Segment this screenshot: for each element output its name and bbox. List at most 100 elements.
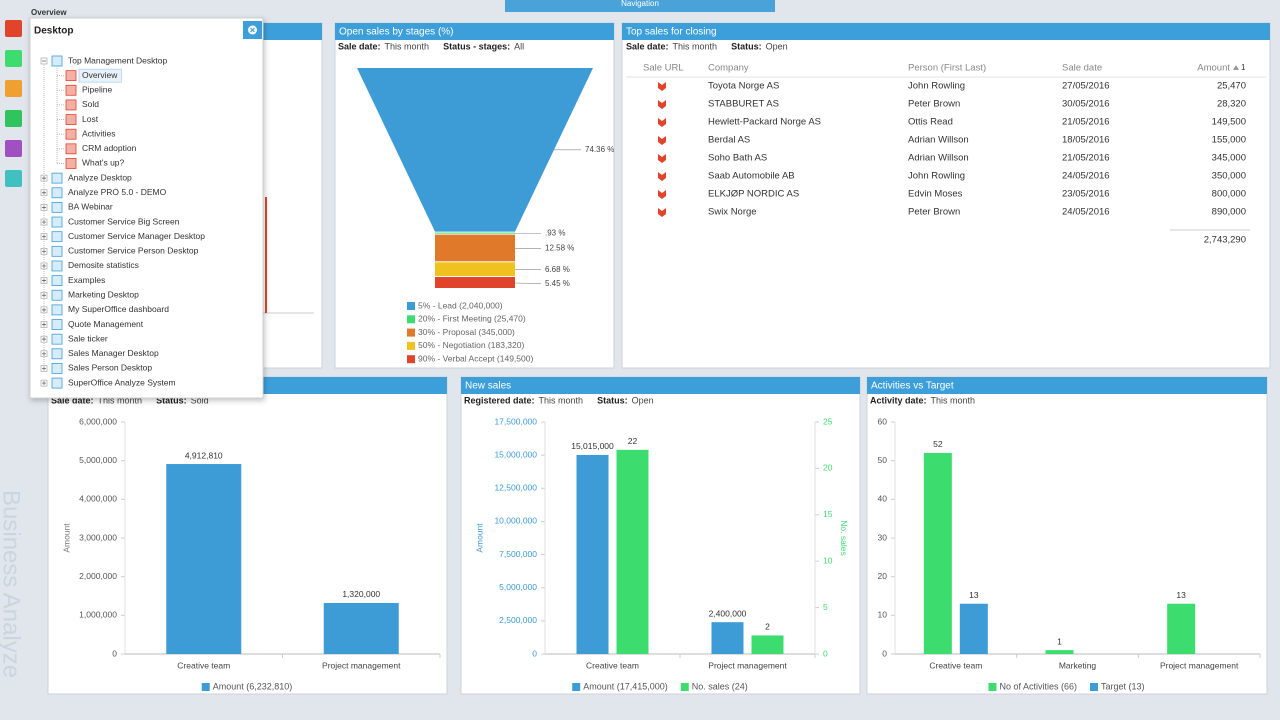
legend-label[interactable]: 50% - Negotiation (183,320) <box>418 340 524 350</box>
expander-sign[interactable] <box>42 366 46 371</box>
legend-swatch[interactable] <box>407 302 415 310</box>
tree-item[interactable]: Demosite statistics <box>68 260 139 270</box>
bar[interactable] <box>751 635 784 654</box>
sale-url-icon[interactable] <box>658 154 666 163</box>
legend-label[interactable]: 30% - Proposal (345,000) <box>418 327 515 337</box>
expander-sign[interactable] <box>42 337 46 342</box>
bar[interactable] <box>923 452 952 654</box>
data-label: 1,320,000 <box>342 589 380 599</box>
sidebar-icon[interactable] <box>5 80 22 97</box>
legend-label[interactable]: Target (13) <box>1101 681 1145 691</box>
tree-item[interactable]: Activities <box>82 128 116 138</box>
tree-item[interactable]: Marketing Desktop <box>68 289 139 299</box>
tree-item[interactable]: Pipeline <box>82 85 113 95</box>
legend-label[interactable]: 20% - First Meeting (25,470) <box>418 314 526 324</box>
expander-sign[interactable] <box>42 293 46 298</box>
sidebar-icon[interactable] <box>5 170 22 187</box>
expander-sign[interactable] <box>42 220 46 225</box>
expander-sign[interactable] <box>42 381 46 386</box>
expander-sign[interactable] <box>42 205 46 210</box>
sidebar-icon[interactable] <box>5 140 22 157</box>
bar[interactable] <box>323 602 399 654</box>
tree-item[interactable]: Customer Service Person Desktop <box>68 246 199 256</box>
close-x[interactable] <box>250 27 255 33</box>
tree-item[interactable]: Lost <box>82 114 99 124</box>
tree-item[interactable]: Sold <box>82 99 99 109</box>
legend-swatch[interactable] <box>1090 683 1098 691</box>
navigation-label[interactable]: Navigation <box>621 0 659 8</box>
tree-item[interactable]: Analyze Desktop <box>68 172 132 182</box>
sale-url-icon[interactable] <box>658 208 666 217</box>
legend-swatch[interactable] <box>407 341 415 350</box>
column-header[interactable]: Sale URL <box>643 63 684 74</box>
table-cell: Hewlett-Packard Norge AS <box>708 117 821 128</box>
bar[interactable] <box>1045 650 1074 654</box>
sale-url-icon[interactable] <box>658 82 666 91</box>
legend-label[interactable]: No of Activities (66) <box>999 681 1077 691</box>
legend-label[interactable]: Amount (17,415,000) <box>583 681 668 691</box>
sale-url-icon[interactable] <box>658 172 666 181</box>
bar[interactable] <box>616 449 649 654</box>
legend-swatch[interactable] <box>988 683 997 691</box>
expander-sign[interactable] <box>42 307 46 312</box>
legend-swatch[interactable] <box>407 315 415 324</box>
sidebar-icon[interactable] <box>5 50 22 67</box>
legend-swatch[interactable] <box>407 328 415 337</box>
table-cell: Toyota Norge AS <box>708 81 779 92</box>
tree-item[interactable]: Analyze PRO 5.0 - DEMO <box>68 187 167 197</box>
tree-item[interactable]: Sales Manager Desktop <box>68 348 159 358</box>
tree-item[interactable]: SuperOffice Analyze System <box>68 377 176 387</box>
tree-item[interactable]: Customer Service Manager Desktop <box>68 231 205 241</box>
expander-sign[interactable] <box>42 249 46 254</box>
legend-label[interactable]: 90% - Verbal Accept (149,500) <box>418 353 533 363</box>
sidebar-icon[interactable] <box>5 110 22 127</box>
tree-item[interactable]: Sale ticker <box>68 333 108 343</box>
bar[interactable] <box>711 622 744 654</box>
sale-url-icon[interactable] <box>658 136 666 145</box>
column-header[interactable]: Amount <box>1197 63 1230 74</box>
filter-label: Activity date: <box>870 395 927 405</box>
bar[interactable] <box>166 464 242 654</box>
legend-swatch[interactable] <box>572 683 581 691</box>
expander-sign[interactable] <box>42 263 46 268</box>
tree-item[interactable]: Sales Person Desktop <box>68 363 152 373</box>
column-header[interactable]: Sale date <box>1062 63 1102 74</box>
legend-swatch[interactable] <box>407 355 415 364</box>
bar[interactable] <box>959 603 988 654</box>
tree-item[interactable]: CRM adoption <box>82 143 137 153</box>
y2-tick-label: 5 <box>823 602 828 612</box>
tree-item[interactable]: Overview <box>82 70 118 80</box>
sale-url-icon[interactable] <box>658 190 666 199</box>
sidebar-icon[interactable] <box>5 20 22 37</box>
legend-label[interactable]: No. sales (24) <box>692 681 748 691</box>
tree-item[interactable]: BA Webinar <box>68 202 113 212</box>
legend-label[interactable]: 5% - Lead (2,040,000) <box>418 300 503 310</box>
y-tick-label: 60 <box>878 416 888 426</box>
selected-item[interactable] <box>78 68 122 83</box>
expander-sign[interactable] <box>42 176 46 181</box>
tree-item[interactable]: Quote Management <box>68 319 144 329</box>
expander-sign[interactable] <box>42 278 46 283</box>
expander-sign[interactable] <box>42 190 46 195</box>
legend-swatch[interactable] <box>680 683 689 691</box>
expander-sign[interactable] <box>42 351 46 356</box>
sale-url-icon[interactable] <box>658 118 666 127</box>
filter-label: Status: <box>156 395 187 405</box>
legend-label[interactable]: Amount (6,232,810) <box>213 681 293 691</box>
tree-item[interactable]: What's up? <box>82 158 125 168</box>
column-header[interactable]: Person (First Last) <box>908 63 986 74</box>
navigation-bar[interactable] <box>505 0 775 12</box>
column-header[interactable]: Company <box>708 63 749 74</box>
tree-item[interactable]: My SuperOffice dashboard <box>68 304 169 314</box>
legend-swatch[interactable] <box>201 683 210 691</box>
table-cell: 27/05/2016 <box>1062 81 1110 92</box>
tree-item[interactable]: Customer Service Big Screen <box>68 216 180 226</box>
tree-item[interactable]: Examples <box>68 275 105 285</box>
bar[interactable] <box>576 454 609 654</box>
expander-sign[interactable] <box>42 234 46 239</box>
sale-url-icon[interactable] <box>658 100 666 109</box>
table-cell: Berdal AS <box>708 135 750 146</box>
expander-sign[interactable] <box>42 322 46 327</box>
bar[interactable] <box>1167 603 1196 654</box>
tree-item[interactable]: Top Management Desktop <box>68 55 167 65</box>
